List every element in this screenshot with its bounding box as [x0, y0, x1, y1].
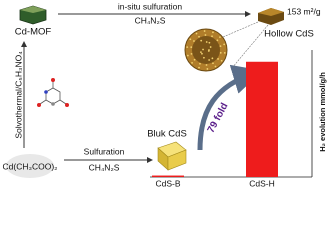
- particle: [208, 41, 211, 44]
- particle: [211, 57, 214, 60]
- particle: [199, 62, 201, 65]
- particle: [206, 68, 209, 70]
- particle: [200, 39, 203, 42]
- particle: [190, 52, 193, 55]
- particle: [205, 41, 208, 43]
- zoom-line: [231, 24, 269, 69]
- bar: [152, 175, 184, 177]
- step-label: Solvothermal/C₅H₃NO₄: [13, 51, 23, 139]
- particle: [211, 35, 213, 38]
- particle: [191, 62, 193, 64]
- particle: [204, 34, 207, 36]
- precursor-blob: [6, 154, 54, 178]
- reagent-label: CH₄N₂S: [89, 162, 120, 172]
- particle: [209, 46, 212, 48]
- zoom-line: [215, 21, 259, 41]
- particle: [219, 36, 221, 38]
- mof-crystal: [19, 5, 47, 25]
- bulk-label: Bluk CdS: [147, 129, 187, 140]
- hollow-sphere: [184, 28, 228, 72]
- x-tick-label: CdS-H: [249, 178, 275, 188]
- reagent-label: CH₄N₂S: [135, 15, 166, 25]
- bar-chart: CdS-B CdS-H: [152, 61, 278, 188]
- particle: [186, 46, 189, 49]
- improvement-arrow: [197, 64, 263, 151]
- particle: [198, 35, 200, 38]
- particle: [189, 38, 192, 41]
- mof-label: Cd-MOF: [15, 27, 52, 38]
- particle: [223, 51, 226, 54]
- particle: [186, 54, 189, 57]
- particle: [220, 59, 223, 62]
- particle: [214, 65, 217, 68]
- particle: [195, 32, 198, 35]
- linker-molecule: [37, 78, 69, 107]
- x-tick-label: CdS-B: [155, 178, 180, 188]
- particle: [217, 58, 219, 60]
- step-label: in-situ sulfuration: [118, 1, 183, 11]
- particle: [198, 66, 200, 69]
- bar: [246, 61, 278, 178]
- particle: [190, 46, 193, 49]
- particle: [202, 48, 204, 51]
- particle: [201, 52, 203, 55]
- particle: [203, 56, 205, 59]
- particle: [219, 51, 222, 54]
- particle: [216, 39, 219, 42]
- particle: [212, 31, 214, 34]
- particle: [212, 62, 214, 65]
- particle: [207, 50, 210, 52]
- particle: [205, 64, 208, 66]
- particle: [193, 40, 195, 42]
- particle: [193, 58, 196, 61]
- y-axis-label: H₂ evolution mmol/g/h: [318, 72, 327, 152]
- hollow-crystal: [258, 8, 284, 25]
- particle: [219, 45, 222, 48]
- step-label: Sulfuration: [84, 146, 125, 156]
- figure: Cd-MOF in-situ sulfuration CH₄N₂S 153 m²…: [3, 1, 327, 188]
- bulk-crystal: [157, 141, 187, 171]
- precursor-label: Cd(CH₃COO)₂: [3, 161, 58, 171]
- particle: [208, 59, 211, 61]
- surface-area: 153 m²/g: [287, 6, 321, 16]
- particle: [223, 43, 226, 46]
- hollow-label: Hollow CdS: [264, 29, 314, 40]
- particle: [200, 51, 202, 53]
- particle: [203, 30, 206, 32]
